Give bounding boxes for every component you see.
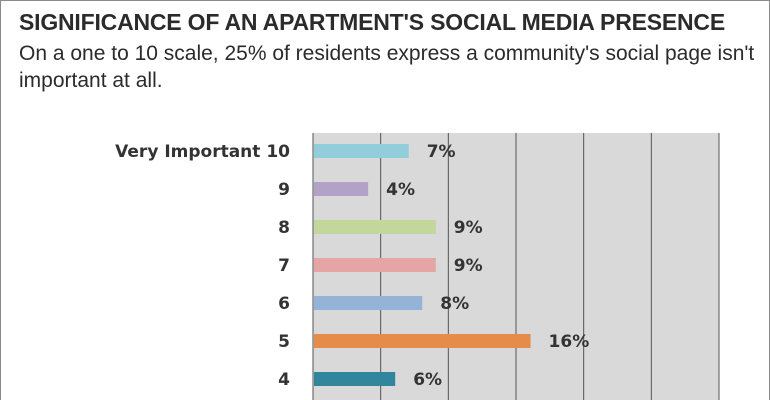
value-label: 9%: [454, 218, 483, 238]
category-label: 7: [278, 256, 290, 276]
chart-title: SIGNIFICANCE OF AN APARTMENT'S SOCIAL ME…: [19, 9, 725, 35]
value-label: 4%: [386, 180, 415, 200]
category-label: 6: [278, 294, 290, 314]
bar: [314, 372, 396, 386]
bar: [314, 182, 369, 196]
value-label: 6%: [413, 370, 442, 390]
category-label: 9: [278, 180, 290, 200]
bar: [314, 334, 531, 348]
bar: [314, 220, 436, 234]
chart-subtitle: On a one to 10 scale, 25% of residents e…: [19, 42, 755, 92]
value-label: 7%: [427, 142, 456, 162]
value-label: 16%: [549, 332, 590, 352]
value-label: 8%: [440, 294, 469, 314]
category-label: Very Important 10: [115, 142, 290, 162]
category-label: 4: [278, 370, 290, 390]
category-label: 5: [278, 332, 290, 352]
bar: [314, 144, 409, 158]
bar: [314, 296, 423, 310]
category-label: 8: [278, 218, 290, 238]
bar: [314, 258, 436, 272]
value-label: 9%: [454, 256, 483, 276]
